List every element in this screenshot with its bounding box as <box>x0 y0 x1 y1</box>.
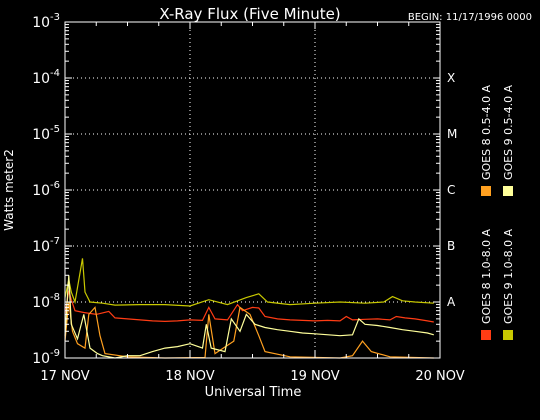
series-line-goes-8-0-5-4-0-a <box>64 301 434 359</box>
chart-title: X-Ray Flux (Five Minute) <box>159 5 340 23</box>
y-axis-label: Watts meter2 <box>2 149 16 231</box>
x-tick-label: 20 NOV <box>415 369 464 384</box>
legend-label: GOES 8 0.5-4.0 A <box>480 84 493 180</box>
y-tick-label: 10-5 <box>32 124 60 143</box>
legend-swatch <box>503 330 513 340</box>
y-tick-label: 10-3 <box>32 12 60 31</box>
flare-class-label: C <box>447 183 455 197</box>
x-tick-label: 17 NOV <box>40 369 89 384</box>
y-tick-label: 10-8 <box>32 292 60 311</box>
y-axis-ticks: 10-9 10-8 10-7 10-6 10-5 10-4 10-3 <box>32 12 440 367</box>
legend-label: GOES 9 0.5-4.0 A <box>502 84 515 180</box>
legend-swatch <box>481 186 491 196</box>
x-axis-ticks: 17 NOV 18 NOV 19 NOV 20 NOV <box>40 22 465 384</box>
legend-swatch <box>481 330 491 340</box>
y-tick-label: 10-6 <box>32 180 60 199</box>
flare-class-label: X <box>447 71 455 85</box>
x-tick-label: 19 NOV <box>290 369 339 384</box>
legend-label: GOES 8 1.0-8.0 A <box>480 228 493 324</box>
series-line-goes-8-1-0-8-0-a <box>64 290 434 323</box>
legend-swatch <box>503 186 513 196</box>
x-axis-label: Universal Time <box>205 385 302 400</box>
y-tick-label: 10-7 <box>32 236 60 255</box>
flare-class-label: M <box>447 127 457 141</box>
y-tick-label: 10-9 <box>32 348 60 367</box>
flare-class-label: B <box>447 239 455 253</box>
series-line-goes-9-1-0-8-0-a <box>64 258 434 307</box>
flare-class-labels: A B C M X <box>433 71 457 309</box>
series-line-goes-9-0-5-4-0-a <box>64 275 434 359</box>
begin-time-label: BEGIN: 11/17/1996 0000 <box>408 12 532 23</box>
y-tick-label: 10-4 <box>32 68 60 87</box>
legend-label: GOES 9 1.0-8.0 A <box>502 228 515 324</box>
series-lines <box>64 258 434 359</box>
flare-class-label: A <box>447 295 456 309</box>
legend: GOES 8 1.0-8.0 A GOES 8 0.5-4.0 A GOES 9 1… <box>480 84 515 340</box>
x-tick-label: 18 NOV <box>165 369 214 384</box>
